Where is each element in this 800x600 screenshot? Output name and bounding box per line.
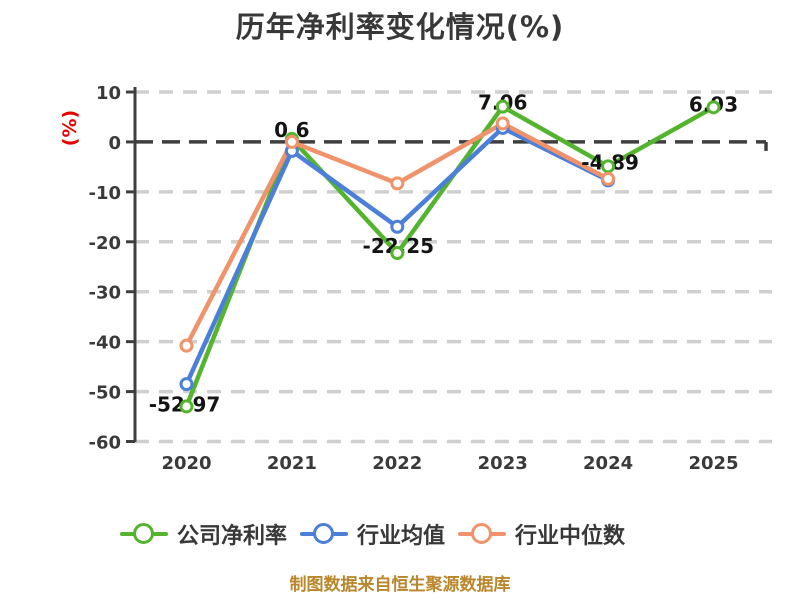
- data-point-s2-2020: [179, 338, 194, 353]
- y-tick-label: -50: [88, 383, 121, 404]
- data-point-s0-2022: [390, 246, 405, 261]
- legend-label-industry-median: 行业中位数: [515, 524, 626, 549]
- x-tick-label-2022: 2022: [372, 453, 422, 474]
- data-point-s1-2022: [390, 219, 405, 234]
- x-tick-label-2020: 2020: [161, 453, 211, 474]
- data-point-s0-2020: [179, 399, 194, 414]
- y-tick-label: -40: [88, 333, 121, 354]
- legend-marker-company: [120, 521, 168, 547]
- legend-marker-industry-avg: [300, 521, 349, 547]
- y-tick-label: -20: [88, 233, 121, 254]
- data-point-s0-2024: [601, 159, 616, 174]
- legend: 公司净利率 行业均值 行业中位数: [0, 518, 800, 550]
- data-point-s0-2025: [706, 100, 721, 115]
- x-tick-label-2023: 2023: [478, 453, 528, 474]
- legend-item-company: 公司净利率: [120, 518, 287, 550]
- legend-circle-icon: [133, 523, 154, 544]
- legend-item-industry-avg: 行业均值: [300, 518, 445, 550]
- point-label-2022: -22.25: [363, 234, 435, 258]
- data-point-s2-2021: [284, 134, 299, 149]
- data-point-s2-2024: [601, 171, 616, 186]
- y-tick-label: 0: [108, 133, 121, 154]
- legend-item-industry-median: 行业中位数: [458, 518, 625, 550]
- y-tick-label: 10: [96, 83, 121, 104]
- x-tick-label-2024: 2024: [583, 453, 633, 474]
- legend-circle-icon: [313, 523, 335, 544]
- y-tick-label: -60: [88, 433, 121, 454]
- legend-label-company: 公司净利率: [177, 524, 288, 549]
- legend-marker-industry-median: [458, 521, 507, 547]
- y-tick-label: -30: [88, 283, 121, 304]
- x-tick-label-2021: 2021: [267, 453, 317, 474]
- y-tick-label: -10: [88, 183, 121, 204]
- chart-title: 历年净利率变化情况(%): [235, 10, 565, 44]
- data-point-s1-2020: [179, 377, 194, 392]
- legend-label-industry-avg: 行业均值: [357, 524, 446, 549]
- data-point-s0-2023: [495, 99, 510, 114]
- chart-canvas: 10 0 -10 -20 -30 -40 -50 -60 2020 2021 2022 2023 202…: [88, 83, 772, 474]
- legend-circle-icon: [471, 523, 493, 544]
- data-point-s2-2022: [390, 176, 405, 191]
- data-point-s2-2023: [495, 116, 510, 131]
- data-source-note: 制图数据来自恒生聚源数据库: [289, 575, 511, 595]
- x-tick-label-2025: 2025: [688, 453, 738, 474]
